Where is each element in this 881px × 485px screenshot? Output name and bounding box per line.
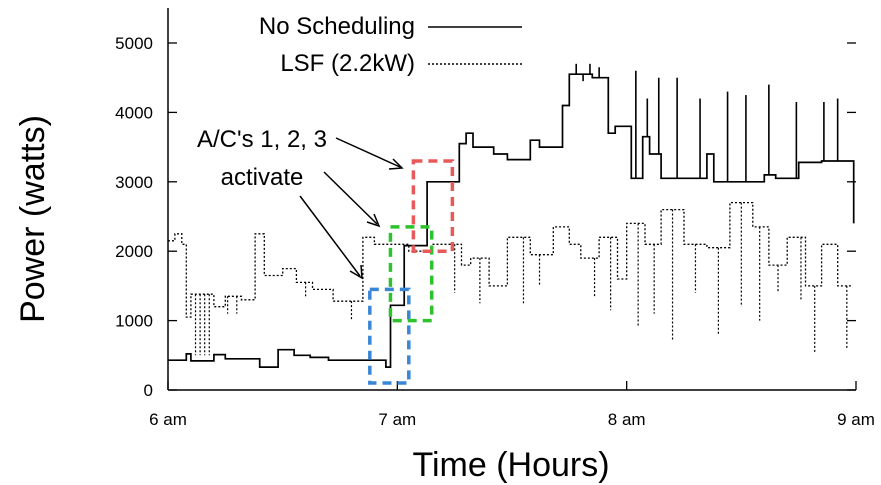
arrow-to-red-box [335,137,401,168]
x-tick-label: 7 am [378,410,416,429]
blue-highlight-box [368,287,411,385]
y-tick-label: 1000 [115,312,153,331]
series-line-lsf [168,201,852,318]
arrowhead-green [366,213,381,228]
series-layer [168,63,855,368]
series-line-no-scheduling [168,73,855,368]
y-tick-label: 5000 [115,34,153,53]
x-tick-label: 8 am [608,410,646,429]
x-tick-label: 6 am [149,410,187,429]
y-axis-title: Power (watts) [14,115,52,323]
red-highlight-box [411,159,455,253]
legend-label-lsf: LSF (2.2kW) [280,50,415,77]
annotation-line-1: A/C's 1, 2, 3 [197,126,327,153]
y-tick-label: 2000 [115,242,153,261]
annotation-arrows [299,137,404,280]
annotation-line-2: activate [221,164,304,191]
y-tick-label: 0 [144,381,153,400]
x-axis-title: Time (Hours) [412,446,609,484]
arrowhead-red [388,158,404,170]
y-tick-label: 4000 [115,103,153,122]
arrow-to-blue-box [299,195,361,277]
axis-ticks: 0 1000 2000 3000 4000 5000 6 am 7 am 8 am 9 am [115,34,875,429]
highlight-boxes [368,159,455,385]
annotation: A/C's 1, 2, 3 activate [197,126,404,280]
x-tick-label: 9 am [837,410,875,429]
legend-label-no-scheduling: No Scheduling [259,13,415,40]
plot-frame [167,8,856,391]
arrow-to-green-box [323,171,378,225]
arrowhead-blue [349,264,363,280]
green-highlight-box [388,225,434,323]
legend: No Scheduling LSF (2.2kW) [259,13,522,77]
y-tick-label: 3000 [115,173,153,192]
